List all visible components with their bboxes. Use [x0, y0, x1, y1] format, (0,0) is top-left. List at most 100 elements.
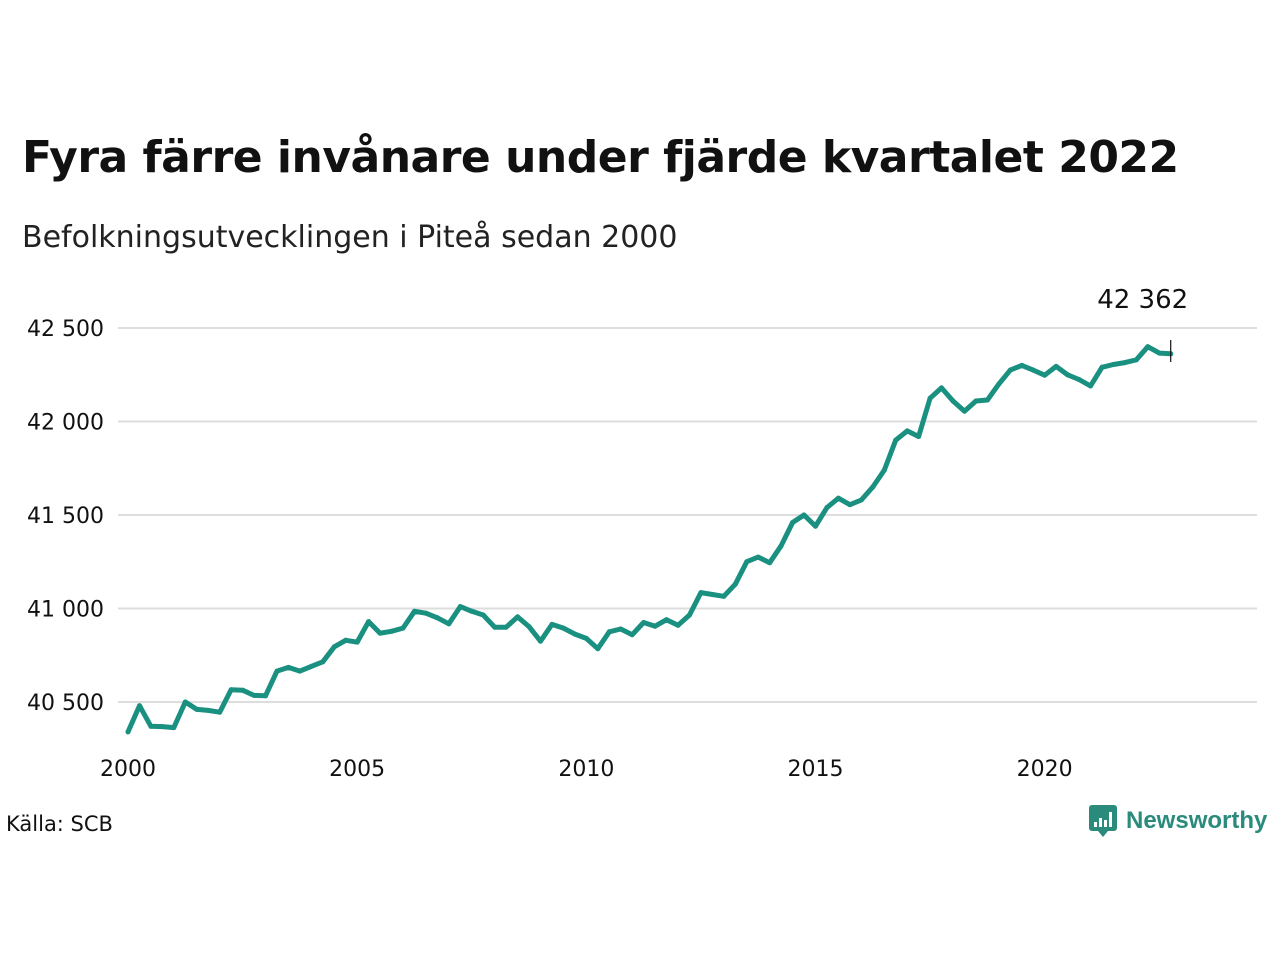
data-point — [159, 724, 165, 730]
data-point — [205, 707, 211, 713]
data-point — [526, 624, 532, 630]
data-point — [881, 467, 887, 473]
data-point — [641, 620, 647, 625]
data-point — [732, 581, 738, 587]
gridlines — [118, 327, 1257, 703]
data-point — [618, 626, 624, 632]
data-point — [297, 668, 303, 674]
y-axis-tick-labels: 40 500 41 000 41 500 42 000 42 500 — [27, 317, 104, 716]
data-point — [389, 628, 394, 634]
data-point — [137, 703, 142, 709]
data-point — [824, 505, 830, 510]
data-point — [698, 590, 704, 596]
y-tick-label: 41 000 — [27, 597, 104, 622]
population-line — [125, 344, 1174, 735]
data-point — [904, 428, 910, 434]
data-point — [1042, 372, 1048, 378]
x-tick-label: 2020 — [1017, 757, 1073, 782]
data-point — [308, 663, 314, 669]
data-point — [480, 612, 486, 618]
data-point — [687, 612, 692, 618]
data-point — [835, 495, 841, 501]
data-point — [1030, 367, 1036, 373]
data-point — [320, 659, 326, 665]
data-point — [916, 434, 922, 439]
data-point — [778, 543, 784, 549]
y-tick-label: 40 500 — [27, 691, 104, 716]
data-point — [434, 615, 440, 621]
data-point — [858, 497, 864, 503]
y-tick-label: 41 500 — [27, 504, 104, 529]
data-point — [148, 723, 154, 729]
data-point — [492, 624, 498, 630]
data-point — [1110, 362, 1116, 367]
data-point — [423, 610, 429, 616]
data-point — [870, 484, 876, 490]
y-tick-label: 42 000 — [27, 411, 104, 436]
data-point — [1122, 360, 1128, 366]
brand-name: Newsworthy — [1126, 807, 1268, 834]
data-point — [1053, 363, 1059, 369]
data-point — [343, 637, 349, 643]
data-point — [767, 560, 773, 566]
data-point — [939, 385, 944, 391]
data-point — [366, 619, 372, 625]
x-axis-tick-labels: 2000 2005 2010 2015 2020 — [100, 757, 1073, 782]
data-point — [457, 604, 463, 610]
data-point — [285, 664, 291, 670]
data-point — [709, 592, 715, 597]
data-point — [400, 625, 406, 631]
data-point — [572, 631, 578, 637]
data-point — [790, 520, 796, 525]
data-point — [996, 381, 1002, 387]
data-point — [1099, 364, 1105, 370]
data-point — [549, 621, 555, 627]
data-point — [755, 554, 761, 560]
data-point — [652, 623, 658, 629]
source-note: Källa: SCB — [6, 812, 113, 836]
data-point — [469, 608, 475, 614]
newsworthy-logo-icon — [1089, 805, 1117, 837]
data-point — [446, 621, 452, 627]
data-point — [893, 437, 899, 443]
x-tick-label: 2015 — [788, 757, 844, 782]
x-tick-label: 2005 — [329, 757, 385, 782]
data-point — [412, 608, 417, 614]
data-point — [629, 632, 635, 638]
chart-title: Fyra färre invånare under fjärde kvartal… — [22, 132, 1179, 183]
data-point — [194, 706, 200, 712]
chart-subtitle: Befolkningsutvecklingen i Piteå sedan 20… — [22, 220, 678, 255]
data-point — [847, 502, 853, 508]
data-point — [274, 668, 280, 674]
data-point — [240, 687, 246, 693]
data-point — [503, 624, 509, 630]
data-point — [962, 408, 967, 414]
data-point — [973, 398, 979, 404]
data-point — [331, 644, 337, 650]
data-points — [125, 344, 1174, 735]
data-point — [675, 622, 681, 628]
data-point — [217, 709, 223, 715]
data-point — [927, 395, 933, 401]
data-point — [583, 635, 589, 641]
data-point — [1156, 350, 1162, 356]
data-point — [251, 692, 257, 698]
data-point — [1133, 357, 1139, 363]
x-tick-label: 2010 — [558, 757, 614, 782]
x-tick-label: 2000 — [100, 757, 156, 782]
data-point — [950, 398, 956, 404]
annotation-label: 42 362 — [1097, 285, 1188, 315]
data-point — [538, 638, 543, 644]
data-point — [801, 512, 807, 518]
data-point — [1145, 344, 1151, 350]
data-point — [744, 559, 750, 565]
data-point — [182, 699, 188, 705]
data-point — [1019, 362, 1025, 368]
data-point — [1076, 377, 1082, 382]
data-point — [595, 646, 601, 652]
data-point — [263, 693, 268, 699]
data-point — [171, 725, 177, 731]
data-point — [125, 729, 131, 735]
data-point — [1088, 383, 1093, 389]
